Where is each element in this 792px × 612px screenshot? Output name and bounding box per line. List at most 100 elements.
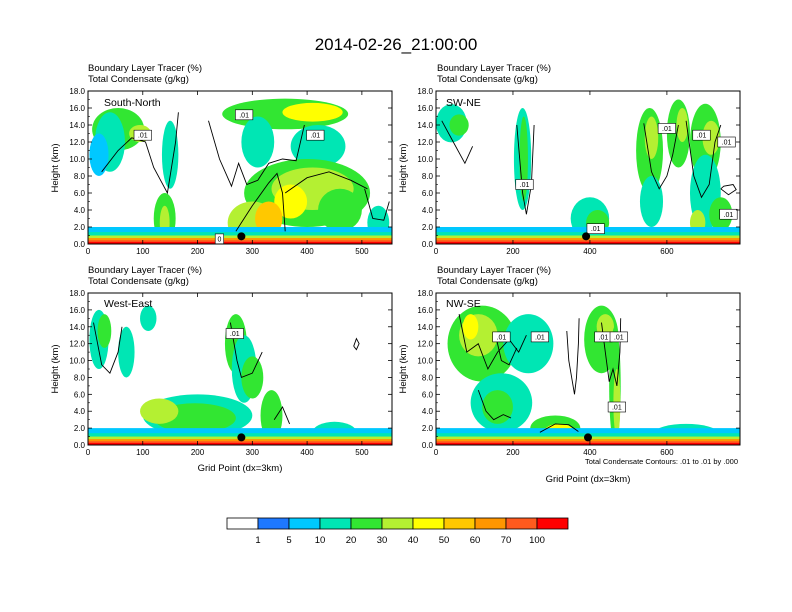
- tracer-region: [140, 305, 157, 332]
- y-tick-label: 2.0: [74, 223, 86, 232]
- colorbar-label: 5: [286, 535, 291, 546]
- colorbar-swatch: [288, 517, 321, 530]
- condensate-contour: [477, 389, 512, 421]
- y-tick-label: 6.0: [74, 189, 86, 198]
- y-tick-label: 4.0: [74, 407, 86, 416]
- contour-label-box: [719, 208, 738, 220]
- condensate-contour: [93, 322, 123, 375]
- y-tick-label: 0.0: [422, 240, 434, 249]
- contour-label-box: [235, 109, 254, 121]
- boundary-layer-band: [88, 442, 392, 445]
- contour-label: .01: [591, 226, 601, 233]
- x-tick-label: 0: [86, 448, 91, 457]
- y-tick-label: 6.0: [422, 390, 434, 399]
- panel-subtitle-line2: Total Condensate (g/kg): [437, 276, 538, 287]
- y-tick-label: 10.0: [69, 155, 85, 164]
- tracer-region: [161, 120, 179, 189]
- colorbar-swatch: [226, 517, 259, 530]
- y-tick-label: 2.0: [422, 424, 434, 433]
- tracer-region: [676, 108, 689, 142]
- tracer-region: [118, 326, 135, 378]
- tracer-region: [241, 116, 275, 168]
- boundary-layer-band: [88, 241, 392, 244]
- boundary-layer-band: [436, 241, 740, 244]
- x-tick-label: 400: [583, 247, 597, 256]
- x-tick-label: 0: [434, 448, 439, 457]
- condensate-contour: [441, 120, 474, 165]
- contour-label-box: [717, 136, 736, 148]
- panel-subtitle-line2: Total Condensate (g/kg): [437, 74, 538, 85]
- condensate-contour: [516, 124, 535, 215]
- panel-south-north: Boundary Layer Tracer (%) Total Condensa…: [50, 63, 393, 256]
- x-tick-label: 200: [506, 247, 520, 256]
- figure-title: 2014-02-26_21:00:00: [315, 35, 478, 54]
- x-tick-label: 200: [191, 448, 205, 457]
- y-tick-label: 6.0: [74, 390, 86, 399]
- panel-subtitle-line2: Total Condensate (g/kg): [88, 276, 189, 287]
- condensate-contour: [685, 120, 722, 199]
- colorbar-label: 40: [408, 535, 419, 546]
- colorbar-label: 10: [315, 535, 326, 546]
- tracer-region: [290, 125, 346, 168]
- contour-label: .01: [724, 212, 734, 219]
- y-tick-label: 8.0: [422, 373, 434, 382]
- colorbar-label: 20: [346, 535, 357, 546]
- y-tick-label: 4.0: [74, 206, 86, 215]
- tracer-region: [140, 398, 179, 424]
- y-tick-label: 12.0: [69, 138, 85, 147]
- panel-label: South-North: [104, 97, 161, 109]
- tracer-region: [97, 314, 112, 348]
- colorbar-swatch: [319, 517, 352, 530]
- tracer-region: [702, 120, 720, 155]
- colorbar-label: 1: [255, 535, 260, 546]
- tracer-region: [462, 314, 479, 340]
- x-tick-label: 300: [246, 247, 260, 256]
- location-marker: [584, 433, 592, 442]
- y-tick-label: 10.0: [417, 357, 433, 366]
- location-marker: [582, 232, 591, 241]
- y-tick-label: 16.0: [69, 104, 85, 113]
- contour-label-box: [657, 123, 676, 134]
- contour-label: .01: [497, 334, 507, 341]
- y-tick-label: 16.0: [69, 306, 85, 315]
- condensate-contour: [353, 337, 360, 351]
- y-tick-label: 0.0: [74, 240, 86, 249]
- contour-label: .01: [599, 334, 609, 341]
- condensate-contour: [601, 318, 622, 387]
- contour-label: .01: [614, 334, 624, 341]
- y-axis-label: Height (km): [398, 143, 409, 192]
- y-tick-label: 4.0: [422, 206, 434, 215]
- y-tick-label: 16.0: [417, 306, 433, 315]
- y-tick-label: 8.0: [74, 172, 86, 181]
- y-tick-label: 12.0: [69, 340, 85, 349]
- tracer-region: [644, 116, 659, 159]
- condensate-contour: [643, 123, 679, 190]
- contour-label-box: [515, 179, 534, 190]
- contour-label: .01: [697, 133, 707, 140]
- colorbar-swatch: [474, 517, 507, 530]
- x-tick-label: 100: [136, 448, 150, 457]
- tracer-region: [282, 102, 343, 122]
- contour-label: .01: [239, 112, 249, 119]
- y-tick-label: 0.0: [422, 441, 434, 450]
- x-tick-label: 0: [86, 247, 91, 256]
- panel-label: West-East: [104, 298, 152, 310]
- condensate-contour: [101, 112, 179, 195]
- y-tick-label: 14.0: [69, 121, 85, 130]
- y-tick-label: 10.0: [417, 155, 433, 164]
- contour-label-box: [609, 331, 628, 343]
- x-tick-label: 200: [506, 448, 520, 457]
- panel-subtitle-line2: Total Condensate (g/kg): [88, 74, 189, 85]
- colorbar-label: 70: [501, 535, 512, 546]
- y-tick-label: 8.0: [74, 373, 86, 382]
- contour-label-box: [607, 401, 626, 413]
- y-tick-label: 8.0: [422, 172, 434, 181]
- y-tick-label: 0.0: [74, 441, 86, 450]
- contour-footnote: Total Condensate Contours: .01 to .01 by…: [585, 457, 738, 466]
- boundary-layer-band: [436, 442, 740, 445]
- tracer-region: [89, 133, 109, 176]
- x-axis-label: Grid Point (dx=3km): [546, 474, 631, 485]
- tracer-region: [482, 390, 513, 424]
- x-tick-label: 0: [434, 247, 439, 256]
